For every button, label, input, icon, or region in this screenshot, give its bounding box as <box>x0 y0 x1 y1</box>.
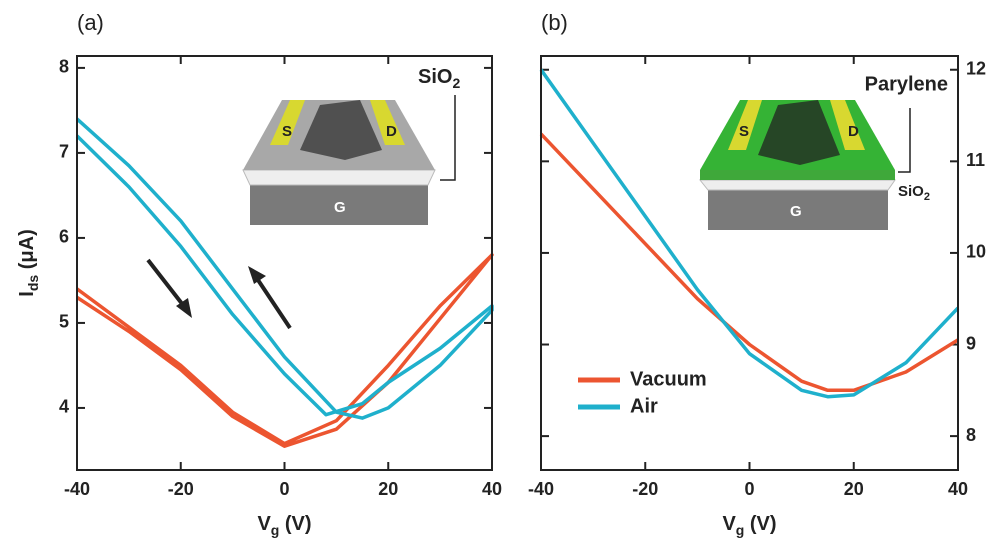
y-tick-label: 11 <box>966 150 985 170</box>
inset-label: S <box>282 123 292 140</box>
x-tick-label: 40 <box>948 479 968 499</box>
y-axis-label: Ids (μA) <box>16 229 40 296</box>
x-axis-label: Vg (V) <box>722 513 776 537</box>
inset-label: G <box>334 199 346 216</box>
data-line <box>77 255 492 446</box>
figure: (b)-40-200204089101112Vg (V)VacuumAir(a)… <box>0 0 998 547</box>
x-tick-label: 40 <box>482 479 502 499</box>
device-inset: S D G Parylene SiO2 <box>700 73 948 230</box>
inset-label: Parylene <box>865 73 948 95</box>
x-tick-label: -20 <box>632 479 658 499</box>
device-inset: S D G SiO2 <box>243 66 460 225</box>
x-tick-label: 20 <box>844 479 864 499</box>
y-tick-label: 5 <box>59 312 69 332</box>
inset-label: G <box>790 203 802 220</box>
y-tick-label: 8 <box>966 425 976 445</box>
label-part: g <box>271 522 280 538</box>
y-tick-label: 8 <box>59 57 69 77</box>
legend-label: Air <box>630 395 658 417</box>
label-part: V <box>257 513 271 535</box>
x-tick-label: 0 <box>744 479 754 499</box>
x-tick-label: 0 <box>279 479 289 499</box>
y-tick-label: 12 <box>966 58 986 78</box>
panel-label: (b) <box>541 10 568 35</box>
label-part: (V) <box>279 513 311 535</box>
label-part: (μA) <box>16 229 38 275</box>
inset-label: SiO2 <box>418 66 460 90</box>
label-part: ds <box>25 275 41 292</box>
inset-label: SiO2 <box>898 183 930 203</box>
panel-label: (a) <box>77 10 104 35</box>
y-tick-label: 9 <box>966 333 976 353</box>
x-axis-label: Vg (V) <box>257 513 311 537</box>
y-tick-label: 10 <box>966 242 986 262</box>
y-tick-label: 7 <box>59 142 69 162</box>
label-part: g <box>736 522 745 538</box>
label-part: (V) <box>744 513 776 535</box>
x-tick-label: -40 <box>528 479 554 499</box>
inset-label: D <box>386 123 397 140</box>
legend-label: Vacuum <box>630 368 707 390</box>
x-tick-label: -40 <box>64 479 90 499</box>
x-tick-label: 20 <box>378 479 398 499</box>
y-tick-label: 4 <box>59 397 69 417</box>
x-tick-label: -20 <box>168 479 194 499</box>
inset-label: S <box>739 123 749 140</box>
inset-label: D <box>848 123 859 140</box>
label-part: V <box>722 513 736 535</box>
y-tick-label: 6 <box>59 227 69 247</box>
